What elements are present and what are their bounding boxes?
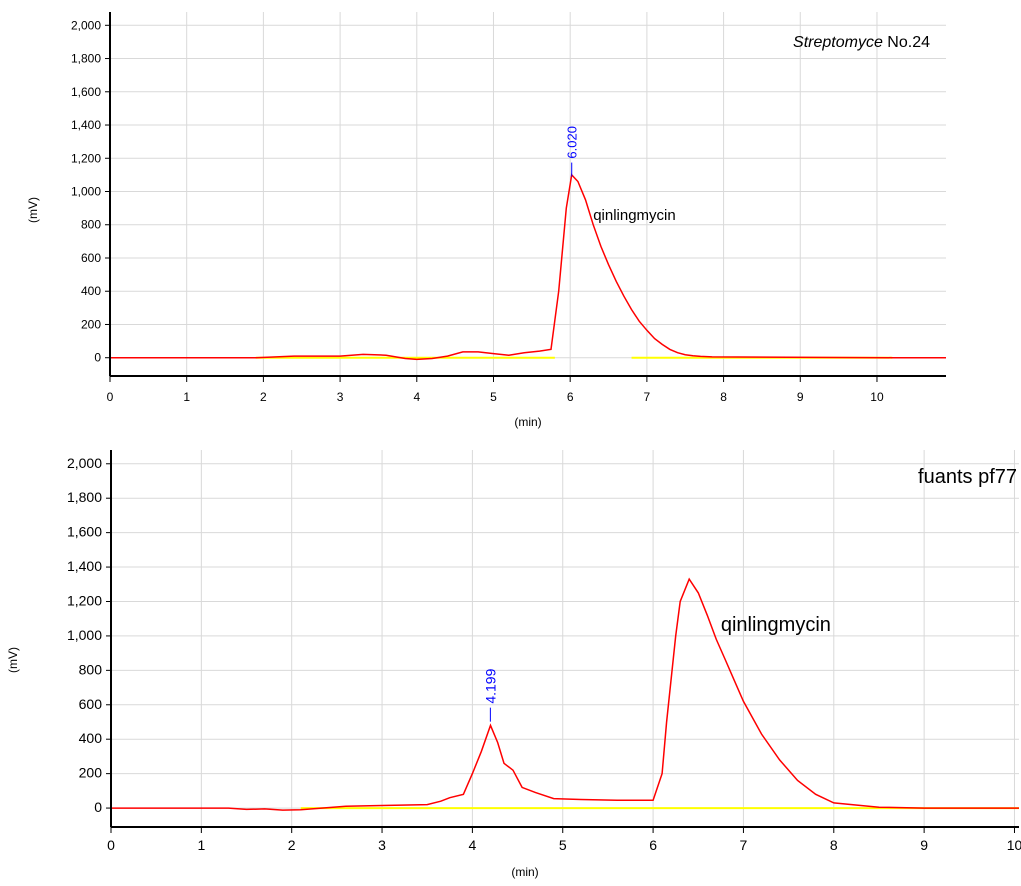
y-tick-label: 1,400 <box>67 558 102 574</box>
y-tick-label: 0 <box>94 351 101 365</box>
y-tick-label: 2,000 <box>67 455 102 471</box>
compound-label: qinlingmycin <box>721 614 831 636</box>
series-line <box>111 577 1019 811</box>
x-tick-label: 6 <box>567 390 574 404</box>
x-tick-label: 9 <box>920 837 928 853</box>
y-tick-label: 0 <box>94 799 102 815</box>
series-line <box>110 173 946 361</box>
y-tick-label: 400 <box>79 730 103 746</box>
y-tick-label: 1,600 <box>67 524 102 540</box>
x-tick-label: 5 <box>490 390 497 404</box>
x-tick-label: 4 <box>413 390 420 404</box>
x-tick-label: 4 <box>468 837 476 853</box>
chart-annotation: Streptomyce No.24 <box>793 34 930 51</box>
x-tick-label: 0 <box>107 837 115 853</box>
annotation-species: Streptomyce <box>793 34 883 51</box>
x-tick-label: 8 <box>720 390 727 404</box>
y-tick-label: 1,800 <box>67 489 102 505</box>
x-tick-label: 7 <box>740 837 748 853</box>
chromatogram-streptomyce-no24: 0 200 400 600 800 1,000 1,200 1,400 1,600 1,800 2,… <box>26 12 946 429</box>
y-tick-label: 200 <box>81 317 101 331</box>
x-tick-label: 3 <box>378 837 386 853</box>
y-tick-label: 200 <box>79 765 103 781</box>
x-tick-label: 10 <box>870 390 884 404</box>
x-axis-label: (min) <box>514 415 541 429</box>
compound-label: qinlingmycin <box>593 207 676 224</box>
y-tick-label: 1,200 <box>71 151 101 165</box>
y-tick-label: 1,600 <box>71 85 101 99</box>
x-tick-label: 0 <box>107 390 114 404</box>
y-tick-label: 800 <box>79 661 103 677</box>
peak-retention-label: 4.199 <box>482 668 498 703</box>
x-tick-label: 3 <box>337 390 344 404</box>
x-axis-label: (min) <box>511 865 538 879</box>
y-tick-label: 400 <box>81 284 101 298</box>
y-tick-label: 600 <box>81 251 101 265</box>
y-tick-label: 2,000 <box>71 18 101 32</box>
x-tick-label: 6 <box>649 837 657 853</box>
y-tick-label: 800 <box>81 218 101 232</box>
x-tick-label: 7 <box>644 390 651 404</box>
x-tick-label: 2 <box>288 837 296 853</box>
y-tick-label: 1,800 <box>71 52 101 66</box>
y-tick-label: 1,000 <box>71 185 101 199</box>
peak-retention-label: 6.020 <box>565 126 580 159</box>
x-tick-label: 8 <box>830 837 838 853</box>
x-tick-label: 10 <box>1007 837 1021 853</box>
x-tick-label: 2 <box>260 390 267 404</box>
y-axis-label: (mV) <box>26 197 40 223</box>
x-tick-label: 9 <box>797 390 804 404</box>
y-tick-label: 1,000 <box>67 627 102 643</box>
y-tick-label: 1,400 <box>71 118 101 132</box>
x-tick-label: 5 <box>559 837 567 853</box>
chromatogram-fuants-pf77: 0 200 400 600 800 1,000 1,200 1,400 1,600 1,800 2,… <box>6 450 1021 879</box>
x-tick-label: 1 <box>183 390 190 404</box>
y-axis-label: (mV) <box>6 647 20 673</box>
y-tick-label: 600 <box>79 696 103 712</box>
annotation-strain: No.24 <box>883 34 930 51</box>
x-tick-label: 1 <box>197 837 205 853</box>
y-tick-label: 1,200 <box>67 592 102 608</box>
chart-annotation: fuants pf77 <box>918 466 1017 488</box>
